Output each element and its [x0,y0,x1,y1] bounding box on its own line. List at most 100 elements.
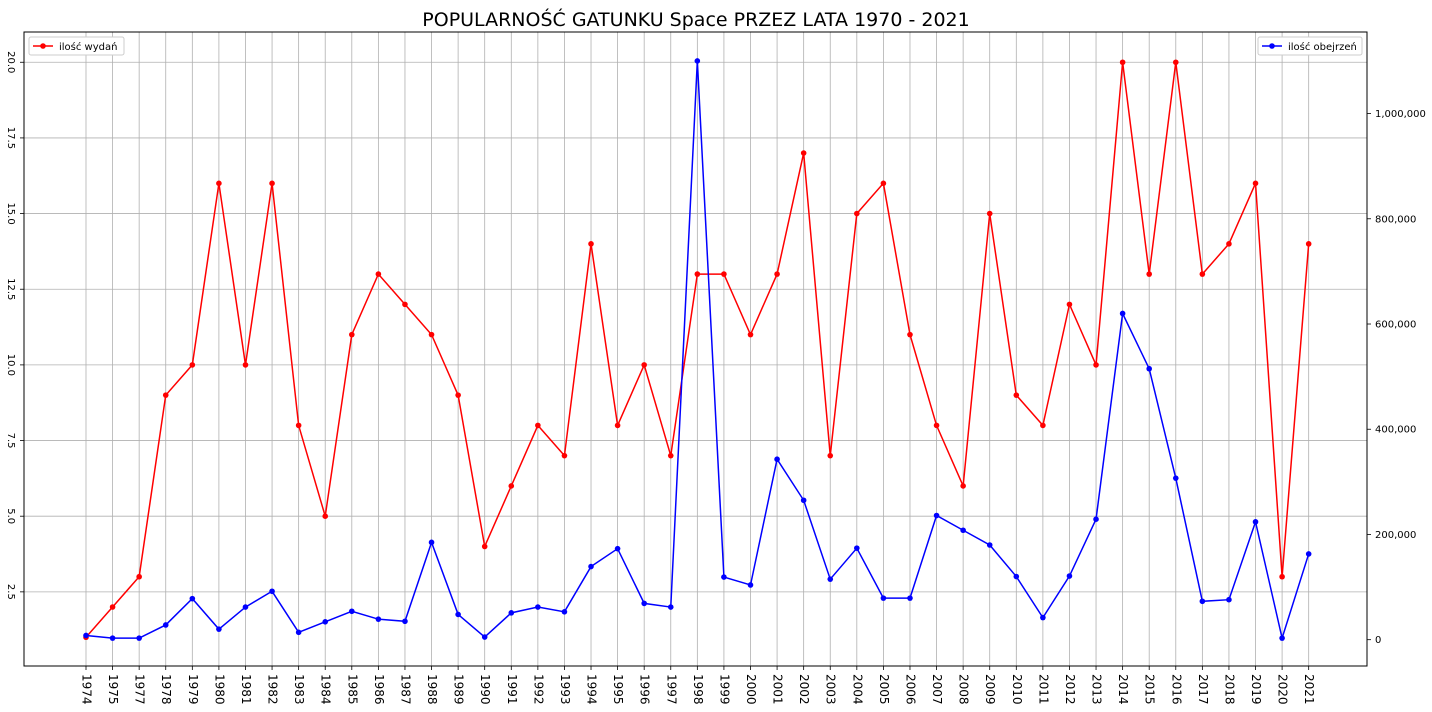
data-point-2 [827,576,834,582]
data-point-2 [428,539,435,546]
legend-right: ilość obejrzeń [1257,36,1363,56]
data-point-1 [747,331,754,338]
data-point-1 [1146,271,1152,277]
x-tick-label: 2017 [1196,674,1210,705]
x-tick-label: 1998 [691,674,705,705]
data-point-2 [907,595,913,601]
data-point-1 [1252,180,1259,187]
data-point-2 [667,604,674,610]
y-right-tick-label: 0 [1375,635,1381,646]
data-point-1 [535,422,541,429]
data-point-2 [1093,516,1099,523]
data-point-1 [986,210,993,217]
y-right-tick-label: 200,000 [1375,530,1416,541]
x-tick-label: 2018 [1222,674,1236,705]
y-left-tick-label: 10.0 [5,354,16,376]
x-tick-label: 1983 [292,674,306,705]
data-point-1 [588,241,594,247]
data-point-2 [189,595,196,602]
data-point-1 [614,422,621,429]
y-left-axis: 2.5 5.0 7.5 10.0 12.5 15.0 17.5 20.0 [5,51,24,600]
x-tick-label: 1999 [717,674,731,705]
x-axis: 1974 1975 1977 1978 1979 1980 1981 1982 1983 1984… [80,666,1316,705]
data-point-1 [907,331,913,338]
x-tick-label: 2000 [744,674,758,705]
data-point-1 [721,271,727,277]
x-tick-label: 1993 [558,674,572,705]
x-tick-label: 1994 [585,674,599,705]
data-point-1 [481,543,488,550]
data-point-1 [1172,59,1179,66]
x-tick-label: 2001 [771,674,785,705]
data-point-1 [1226,241,1232,247]
x-tick-label: 1974 [80,674,94,705]
data-point-2 [774,456,780,463]
legend-label-left: ilość wydań [59,41,117,53]
x-tick-label: 1982 [266,674,280,705]
data-point-2 [83,632,89,639]
data-point-1 [827,452,834,459]
plot-frame [23,31,1368,667]
data-point-2 [295,629,302,636]
data-point-2 [322,619,329,625]
x-tick-label: 2007 [930,674,944,705]
data-point-1 [508,483,515,489]
x-tick-label: 1996 [638,674,652,705]
x-tick-label: 2004 [850,674,864,705]
data-point-1 [960,483,966,489]
data-point-1 [402,301,408,308]
x-tick-label: 1981 [239,674,253,705]
x-tick-label: 1980 [212,674,226,705]
x-tick-label: 1987 [398,674,412,705]
x-tick-label: 2021 [1302,674,1316,705]
y-right-tick-label: 600,000 [1375,320,1416,331]
data-point-2 [614,545,621,552]
data-point-1 [295,422,302,429]
data-point-2 [508,610,515,616]
x-tick-label: 2005 [877,674,891,705]
x-tick-label: 1988 [425,674,439,705]
y-left-tick-label: 15.0 [5,202,16,224]
data-point-2 [402,618,408,625]
legend-left: ilość wydań [28,36,125,56]
data-point-2 [455,611,461,618]
x-tick-label: 2010 [1010,674,1024,705]
x-tick-label: 2003 [824,674,838,705]
data-point-2 [481,634,488,640]
data-point-2 [1013,573,1020,580]
data-point-2 [136,635,142,641]
data-point-2 [1146,365,1152,372]
y-left-tick-label: 17.5 [5,127,16,149]
x-tick-label: 1985 [345,674,359,705]
data-point-1 [349,331,355,338]
data-point-1 [162,392,169,398]
data-point-2 [349,608,355,615]
y-right-axis: 0 200,000 400,000 600,000 800,000 1,000,000 [1367,109,1426,646]
data-point-2 [960,527,966,534]
data-point-2 [109,635,116,641]
data-point-1 [774,271,780,277]
data-point-2 [1279,635,1285,641]
x-tick-label: 1975 [106,674,120,705]
data-point-2 [375,616,382,622]
data-point-1 [800,150,807,156]
x-tick-label: 2012 [1063,674,1077,705]
y-right-tick-label: 1,000,000 [1375,109,1426,120]
x-tick-label: 1989 [452,674,466,705]
data-point-1 [216,180,222,187]
legend-label-right: ilość obejrzeń [1288,41,1357,53]
data-point-1 [694,271,701,277]
data-point-1 [854,210,860,217]
x-tick-label: 2020 [1276,674,1290,705]
data-point-1 [667,452,674,459]
y-left-tick-label: 7.5 [5,433,16,449]
data-point-2 [854,545,860,551]
data-point-1 [109,604,116,610]
data-point-1 [242,362,249,368]
data-point-2 [747,582,754,588]
series-layer [83,58,1312,641]
data-point-2 [1305,551,1312,557]
x-tick-label: 1977 [133,674,147,705]
data-point-2 [880,595,887,601]
x-tick-label: 2016 [1169,674,1183,705]
